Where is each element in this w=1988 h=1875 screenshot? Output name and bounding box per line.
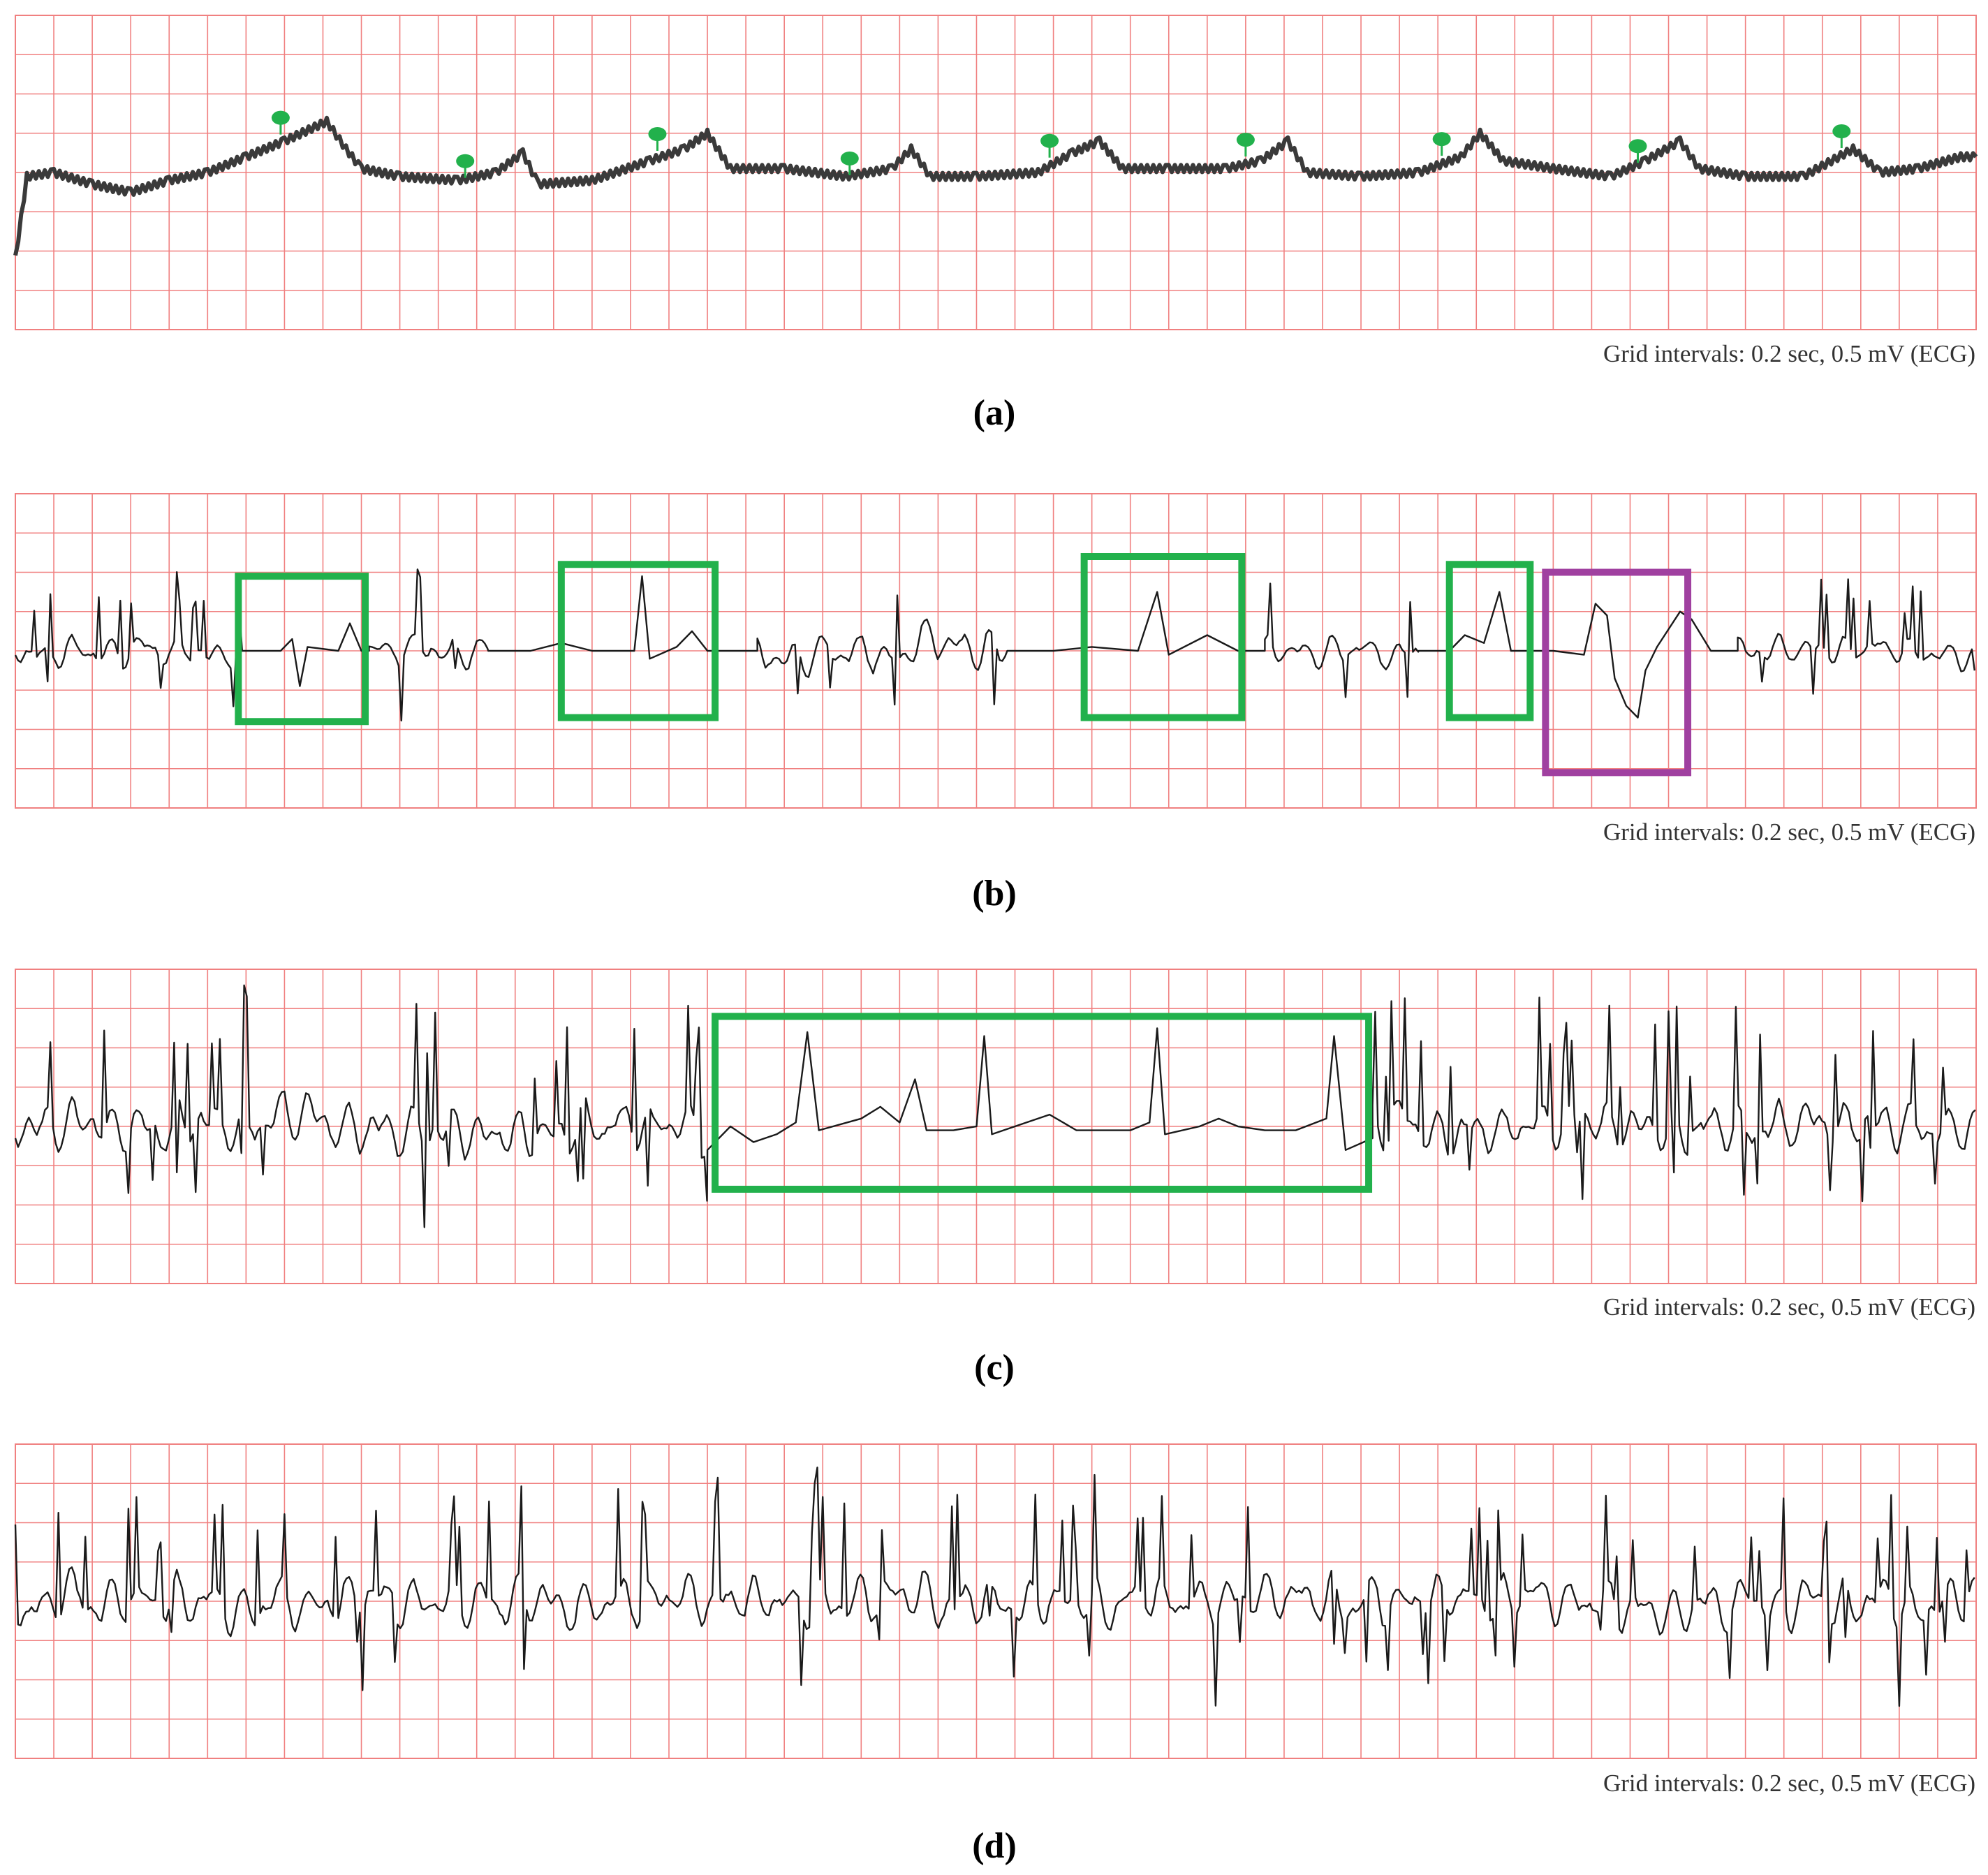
r-peak-marker-9	[1832, 124, 1851, 139]
purple-annotation-box-b-5	[1542, 568, 1692, 777]
green-annotation-box-b-3	[1080, 553, 1246, 721]
grid-caption-d: Grid intervals: 0.2 sec, 0.5 mV (ECG)	[1603, 1770, 1975, 1797]
r-peak-marker-7	[1432, 132, 1451, 147]
ecg-trace-b	[14, 568, 1975, 722]
ecg-trace-c	[14, 984, 1976, 1228]
r-peak-marker-4	[840, 151, 859, 166]
annotation-boxes-c	[712, 1013, 1373, 1193]
ecg-trace-a	[13, 115, 1978, 256]
ecg-panel-d: Grid intervals: 0.2 sec, 0.5 mV (ECG)	[14, 1443, 1977, 1797]
r-peak-marker-2	[456, 154, 475, 168]
ecg-panel-a: Grid intervals: 0.2 sec, 0.5 mV (ECG)	[13, 15, 1978, 367]
annotation-boxes-b	[235, 553, 1692, 777]
green-annotation-box-b-1	[235, 573, 369, 726]
r-peak-marker-1	[271, 110, 290, 125]
ecg-trace-d	[14, 1466, 1975, 1707]
ecg-grid-d	[15, 1443, 1977, 1759]
ecg-panel-c: Grid intervals: 0.2 sec, 0.5 mV (ECG)	[14, 969, 1977, 1321]
r-peak-markers-a	[271, 110, 1851, 178]
grid-caption-a: Grid intervals: 0.2 sec, 0.5 mV (ECG)	[1603, 340, 1975, 367]
grid-caption-b: Grid intervals: 0.2 sec, 0.5 mV (ECG)	[1603, 818, 1975, 846]
r-peak-marker-6	[1236, 133, 1255, 147]
green-annotation-box-b-4	[1445, 561, 1534, 721]
ecg-grid-b	[15, 493, 1977, 809]
green-annotation-box-c-1	[712, 1013, 1373, 1193]
panel-label-d: (d)	[972, 1826, 1017, 1866]
grid-caption-c: Grid intervals: 0.2 sec, 0.5 mV (ECG)	[1603, 1293, 1975, 1321]
green-annotation-box-b-2	[557, 561, 719, 721]
panel-label-c: (c)	[974, 1348, 1015, 1388]
ecg-panel-b: Grid intervals: 0.2 sec, 0.5 mV (ECG)	[14, 493, 1977, 846]
r-peak-marker-5	[1040, 133, 1059, 148]
r-peak-marker-3	[648, 126, 667, 141]
panel-label-b: (b)	[972, 874, 1017, 913]
r-peak-marker-8	[1628, 139, 1647, 154]
panel-label-a: (a)	[973, 393, 1016, 433]
